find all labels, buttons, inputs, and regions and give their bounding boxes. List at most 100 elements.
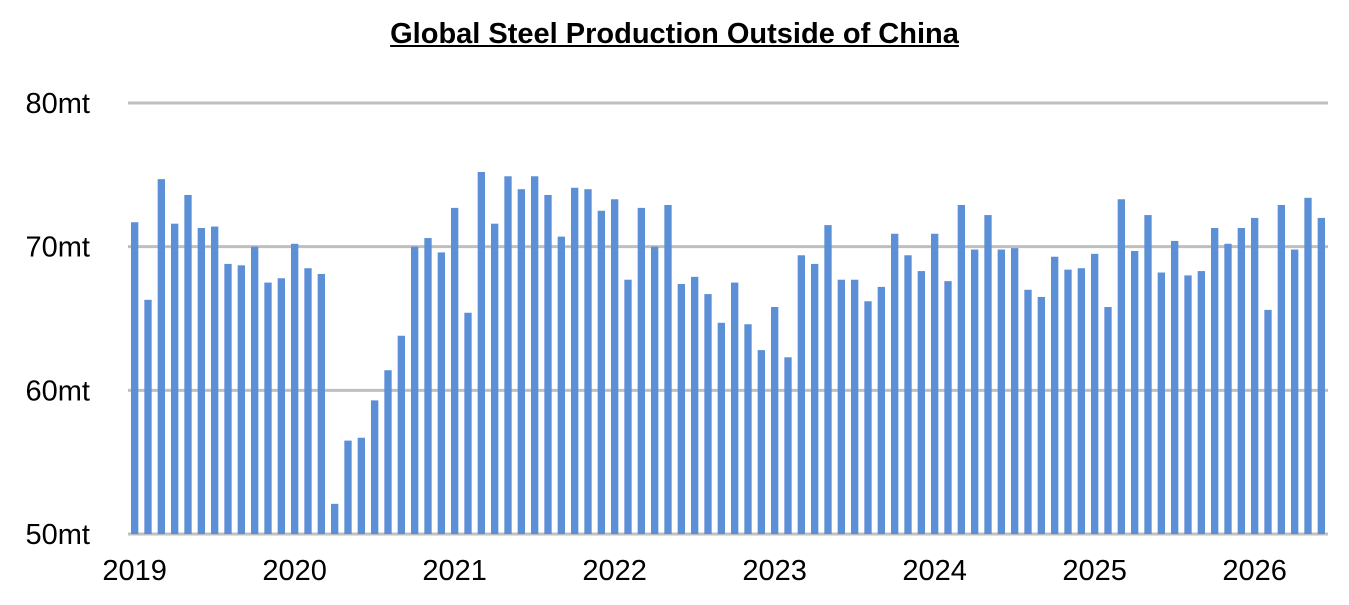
bar (917, 271, 925, 534)
bar (224, 263, 232, 534)
bar (517, 189, 525, 534)
bar (557, 236, 565, 535)
bar (1157, 272, 1165, 534)
y-tick-label: 50mt (26, 519, 90, 551)
bar (251, 246, 259, 535)
bar (864, 301, 872, 534)
bar (744, 324, 752, 534)
bar (691, 276, 699, 534)
bar (491, 223, 499, 534)
bar (851, 279, 859, 534)
bar (144, 299, 152, 534)
bars (131, 171, 1325, 535)
bar (531, 176, 539, 534)
bar (1131, 250, 1139, 535)
y-tick-label: 80mt (26, 88, 90, 120)
bar (131, 222, 139, 535)
bar (1251, 217, 1259, 534)
bar (384, 370, 392, 534)
bar (984, 215, 992, 534)
bar (891, 233, 899, 535)
bar (437, 252, 445, 534)
bar (1184, 275, 1192, 534)
bar (211, 226, 219, 535)
bar (1171, 240, 1179, 535)
bar (877, 286, 885, 534)
bar (291, 243, 299, 535)
bar (1037, 296, 1045, 534)
bar (331, 503, 339, 534)
bar (371, 400, 379, 534)
bar (1291, 249, 1299, 535)
bar (197, 227, 205, 535)
x-tick-label: 2026 (1222, 555, 1287, 587)
bar (1077, 268, 1085, 534)
bar (237, 265, 245, 534)
bar (637, 207, 645, 534)
bar (717, 322, 725, 534)
bar (797, 255, 805, 535)
bar (611, 199, 619, 534)
bar (757, 350, 765, 534)
bar (317, 273, 325, 534)
bar (344, 440, 352, 534)
chart-title: Global Steel Production Outside of China (390, 18, 959, 50)
x-tick-label: 2019 (102, 555, 167, 587)
x-tick-label: 2022 (582, 555, 647, 587)
bar (664, 205, 672, 534)
bar (584, 189, 592, 534)
bar (771, 307, 779, 534)
bar (731, 282, 739, 534)
bar (651, 246, 659, 535)
bar (571, 187, 579, 534)
bar (971, 249, 979, 535)
bar (1051, 256, 1059, 534)
bar (1117, 199, 1125, 534)
gridlines (128, 101, 1328, 536)
bar (1224, 243, 1232, 535)
bar (1211, 227, 1219, 535)
bar (824, 225, 832, 534)
bar (811, 263, 819, 534)
x-tick-label: 2025 (1062, 555, 1127, 587)
bar (1317, 217, 1325, 534)
bar (1091, 253, 1099, 534)
bar (997, 249, 1005, 535)
bar (184, 194, 192, 534)
y-tick-label: 60mt (26, 375, 90, 407)
bar (597, 210, 605, 534)
y-axis-ticks: 50mt 60mt 70mt 80mt (26, 88, 90, 551)
x-tick-label: 2024 (902, 555, 967, 587)
bar (1024, 289, 1032, 534)
bar (304, 268, 312, 534)
bar (1237, 227, 1245, 535)
bar (677, 284, 685, 534)
bar (424, 238, 432, 535)
bar (504, 176, 512, 534)
x-tick-label: 2023 (742, 555, 807, 587)
bar (477, 171, 485, 534)
bar (1304, 197, 1312, 534)
y-tick-label: 70mt (26, 232, 90, 264)
x-tick-label: 2020 (262, 555, 327, 587)
x-axis-ticks: 2019 2020 2021 2022 2023 2024 2025 2026 (102, 555, 1287, 587)
bar (357, 437, 365, 534)
bar (944, 281, 952, 534)
bar (1277, 205, 1285, 534)
bar (704, 294, 712, 534)
bar (171, 223, 179, 534)
x-tick-label: 2021 (422, 555, 487, 587)
bar (1064, 269, 1072, 534)
bar (544, 194, 552, 534)
bar (464, 312, 472, 534)
bar (411, 246, 419, 535)
bar (157, 179, 165, 534)
bar (1144, 215, 1152, 534)
bar (264, 282, 272, 534)
bar (784, 357, 792, 534)
bar (1104, 307, 1112, 534)
bar (1011, 248, 1019, 534)
bar (624, 279, 632, 534)
bar (837, 279, 845, 534)
